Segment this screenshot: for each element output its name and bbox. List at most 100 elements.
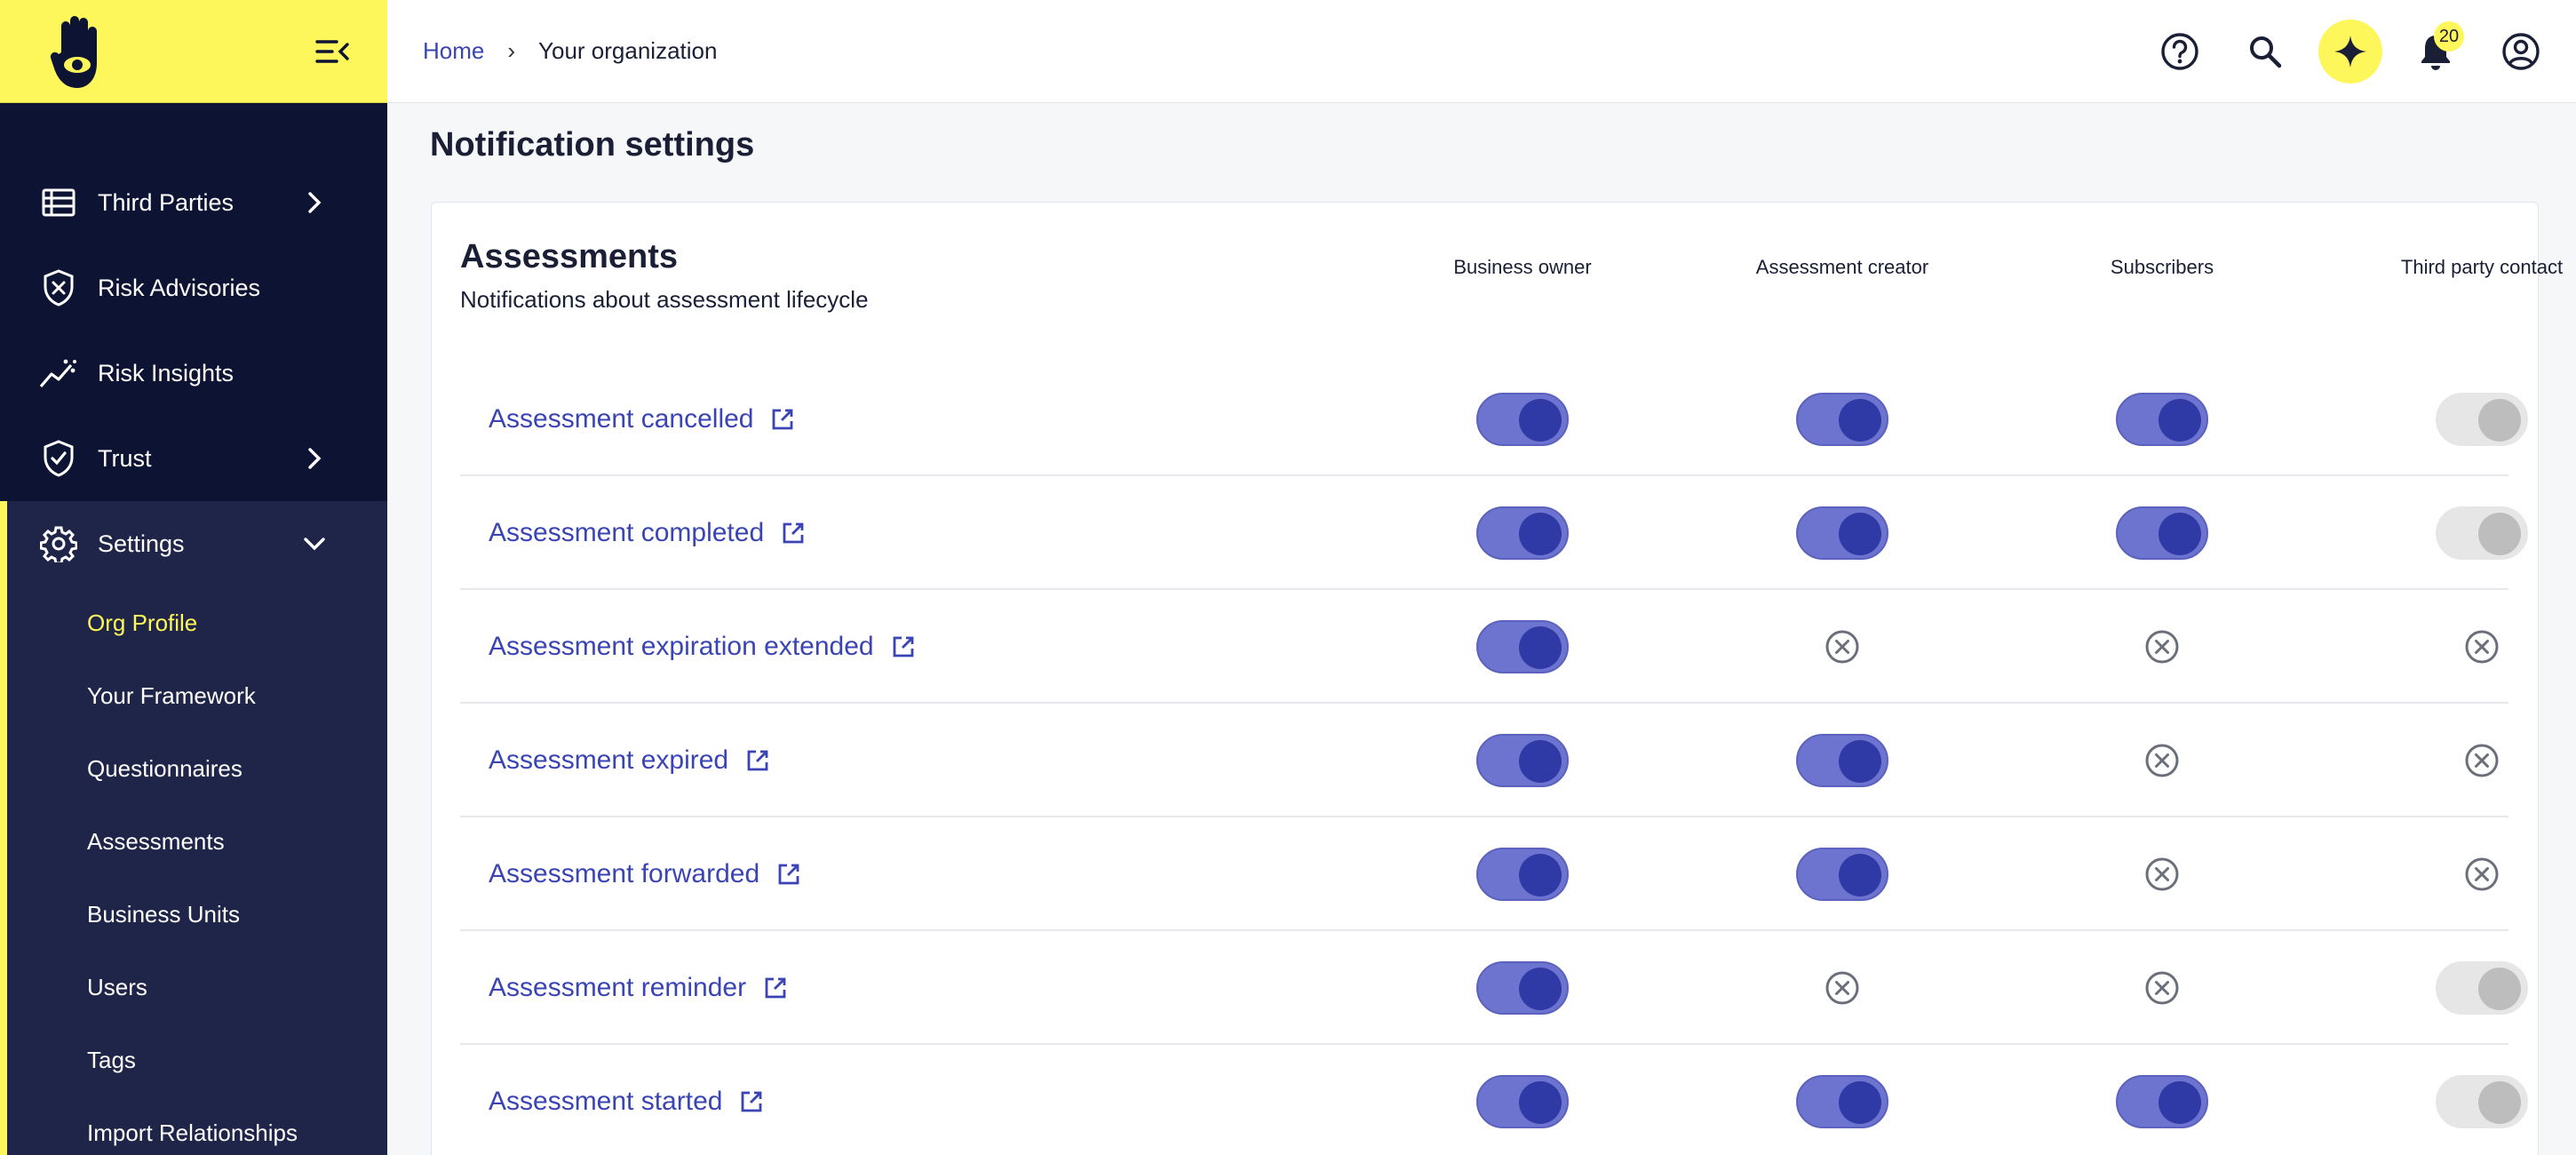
toggle-switch[interactable] <box>1476 393 1569 446</box>
page-title: Notification settings <box>430 126 755 163</box>
breadcrumb-current: Your organization <box>538 37 718 64</box>
cell-third-party-contact <box>2349 931 2576 1045</box>
toggle-knob <box>1519 1081 1562 1124</box>
not-available-icon <box>2143 627 2182 666</box>
toggle-switch[interactable] <box>1476 734 1569 787</box>
cell-third-party-contact <box>2349 362 2576 476</box>
toggle-switch[interactable] <box>1476 848 1569 901</box>
notification-link[interactable]: Assessment forwarded <box>489 817 802 931</box>
hand-eye-logo-icon[interactable] <box>44 13 112 90</box>
toggle-knob <box>2478 968 2521 1010</box>
toggle-switch[interactable] <box>1796 848 1888 901</box>
cell-third-party-contact <box>2349 1045 2576 1155</box>
chevron-right-icon <box>298 187 330 219</box>
cell-assessment-creator <box>1709 704 1976 817</box>
gear-icon <box>39 524 78 563</box>
sidebar-item-risk-insights[interactable]: Risk Insights <box>0 331 387 416</box>
user-account-icon[interactable] <box>2489 20 2553 84</box>
cell-business-owner <box>1389 817 1656 931</box>
toggle-switch-disabled <box>2436 393 2528 446</box>
sidebar-subitem-questionnaires[interactable]: Questionnaires <box>87 754 242 782</box>
toggle-switch[interactable] <box>1476 620 1569 673</box>
external-link-icon <box>780 520 807 546</box>
notification-link[interactable]: Assessment expired <box>489 704 771 817</box>
collapse-menu-icon[interactable] <box>311 30 354 73</box>
toggle-knob <box>1839 740 1881 783</box>
sidebar-subitem-your-framework[interactable]: Your Framework <box>87 681 256 709</box>
sparkle-ai-icon[interactable] <box>2318 20 2382 84</box>
notification-label: Assessment expired <box>489 745 729 775</box>
toggle-switch[interactable] <box>2116 1075 2208 1128</box>
cell-subscribers <box>2029 476 2295 590</box>
cell-subscribers <box>2029 362 2295 476</box>
notification-bell-icon[interactable]: 20 <box>2404 20 2468 84</box>
toggle-knob <box>1519 399 1562 442</box>
not-available-icon <box>1823 627 1862 666</box>
cell-business-owner <box>1389 1045 1656 1155</box>
cell-assessment-creator <box>1709 817 1976 931</box>
toggle-switch[interactable] <box>1796 393 1888 446</box>
top-bar-actions: 20 <box>2127 0 2576 103</box>
external-link-icon <box>762 975 789 1001</box>
cell-subscribers <box>2029 1045 2295 1155</box>
toggle-knob <box>1519 740 1562 783</box>
shield-x-icon <box>39 268 78 307</box>
column-header-subscribers: Subscribers <box>2110 256 2214 278</box>
notification-link[interactable]: Assessment expiration extended <box>489 590 917 704</box>
sidebar-item-trust[interactable]: Trust <box>0 416 387 501</box>
toggle-switch[interactable] <box>1476 506 1569 560</box>
help-icon[interactable] <box>2148 20 2212 84</box>
breadcrumb-home-link[interactable]: Home <box>423 37 485 64</box>
sidebar-subitem-assessments[interactable]: Assessments <box>87 827 225 855</box>
table-row: Assessment cancelled <box>460 362 2528 476</box>
sidebar-item-risk-advisories[interactable]: Risk Advisories <box>0 245 387 331</box>
toggle-switch[interactable] <box>1796 1075 1888 1128</box>
sidebar-item-label: Risk Insights <box>98 359 235 386</box>
column-header-assessment-creator: Assessment creator <box>1755 256 1929 278</box>
external-link-icon <box>769 406 796 433</box>
table-row: Assessment expired <box>460 704 2508 817</box>
sidebar-subitem-import-relationships[interactable]: Import Relationships <box>87 1119 298 1146</box>
trend-icon <box>39 354 78 393</box>
toggle-switch[interactable] <box>1796 734 1888 787</box>
search-icon[interactable] <box>2233 20 2297 84</box>
sidebar-item-third-parties[interactable]: Third Parties <box>0 160 387 245</box>
sidebar-subitem-users[interactable]: Users <box>87 973 147 1000</box>
not-available-icon <box>2143 741 2182 780</box>
cell-subscribers <box>2029 817 2295 931</box>
toggle-switch-disabled <box>2436 1075 2528 1128</box>
notification-link[interactable]: Assessment cancelled <box>489 362 796 476</box>
toggle-knob <box>1519 513 1562 555</box>
column-header-business-owner: Business owner <box>1453 256 1592 278</box>
not-available-icon <box>1823 968 1862 1008</box>
toggle-switch[interactable] <box>1476 1075 1569 1128</box>
toggle-switch[interactable] <box>2116 393 2208 446</box>
notification-label: Assessment reminder <box>489 973 747 1002</box>
sidebar-subitem-org-profile[interactable]: Org Profile <box>87 609 198 636</box>
toggle-switch[interactable] <box>2116 506 2208 560</box>
sidebar-settings-group: Settings Org Profile Your Framework Ques… <box>0 501 387 1155</box>
not-available-icon <box>2462 627 2501 666</box>
table-row: Assessment forwarded <box>460 817 2508 931</box>
toggle-knob <box>1519 854 1562 896</box>
not-available-icon <box>2143 855 2182 894</box>
notification-link[interactable]: Assessment completed <box>489 476 807 590</box>
shield-check-icon <box>39 439 78 478</box>
cell-business-owner <box>1389 931 1656 1045</box>
cell-subscribers <box>2029 590 2295 704</box>
cell-business-owner <box>1389 476 1656 590</box>
sidebar-subitem-business-units[interactable]: Business Units <box>87 900 240 928</box>
notification-rows: Assessment cancelled Assessment completed… <box>460 362 2528 1155</box>
toggle-knob <box>1839 513 1881 555</box>
sidebar-subitem-tags[interactable]: Tags <box>87 1046 136 1073</box>
toggle-switch[interactable] <box>1796 506 1888 560</box>
toggle-knob <box>2478 399 2521 442</box>
toggle-knob <box>2159 399 2201 442</box>
cell-assessment-creator <box>1709 1045 1976 1155</box>
external-link-icon <box>744 747 771 774</box>
sidebar-item-settings[interactable]: Settings <box>7 501 387 586</box>
notification-link[interactable]: Assessment started <box>489 1045 765 1155</box>
toggle-switch[interactable] <box>1476 961 1569 1015</box>
notification-link[interactable]: Assessment reminder <box>489 931 789 1045</box>
not-available-icon <box>2143 968 2182 1008</box>
